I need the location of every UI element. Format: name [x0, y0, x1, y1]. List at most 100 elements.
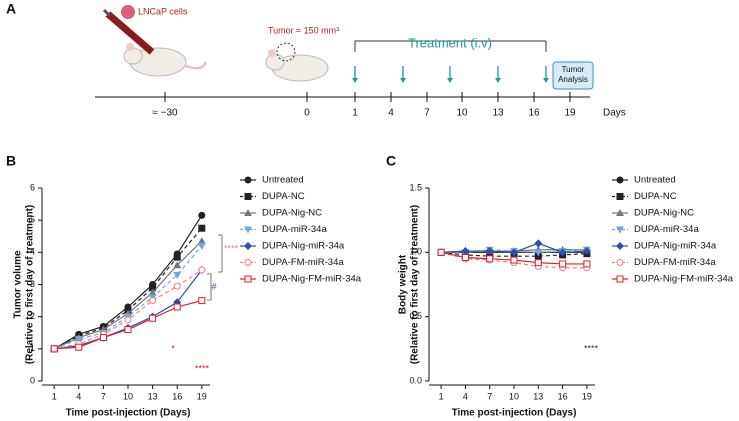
marker	[510, 256, 518, 264]
marker	[510, 248, 518, 257]
legend-marker	[244, 193, 252, 200]
timeline-label: 10	[456, 108, 468, 119]
marker	[198, 211, 206, 219]
series	[50, 297, 206, 353]
cells-label: LNCaP cells	[138, 6, 188, 16]
marker	[461, 247, 470, 256]
treatment-label: Treatment (i.v)	[408, 35, 492, 50]
x-tick-label: 10	[509, 391, 519, 401]
x-tick-label: 10	[123, 391, 133, 401]
marker	[582, 247, 591, 256]
arrow	[447, 78, 453, 83]
x-tick-label: 7	[487, 391, 492, 401]
annotation: *	[171, 343, 175, 353]
marker	[534, 259, 542, 267]
x-tick-label: 4	[463, 391, 468, 401]
marker	[583, 260, 591, 268]
legend-label: DUPA-miR-34a	[262, 224, 327, 235]
arrow	[543, 78, 549, 83]
marker	[198, 297, 206, 305]
x-tick-label: 19	[197, 391, 207, 401]
y-tick-label: 0.5	[409, 311, 422, 321]
x-tick-label: 1	[439, 391, 444, 401]
legend-label: DUPA-Nig-FM-miR-34a	[634, 274, 734, 285]
marker	[149, 314, 157, 322]
legend-label: DUPA-Nig-NC	[634, 208, 694, 219]
x-tick-label: 13	[533, 391, 543, 401]
x-tick-label: 19	[582, 391, 592, 401]
marker	[558, 248, 567, 257]
marker	[99, 334, 107, 342]
legend-marker	[616, 275, 624, 283]
marker	[197, 237, 206, 245]
marker	[74, 336, 83, 344]
legend-marker	[244, 242, 252, 250]
legend-marker	[244, 209, 252, 216]
marker	[534, 239, 543, 248]
bracket	[218, 234, 223, 273]
marker	[486, 255, 494, 263]
legend-label: DUPA-NC	[634, 191, 677, 202]
legend-marker	[616, 259, 624, 266]
x-axis-title: Time post-injection (Days)	[66, 408, 191, 419]
marker	[173, 271, 182, 279]
y-tick-label: 1.5	[409, 182, 422, 192]
y-tick-label: 1.0	[409, 247, 422, 257]
marker	[461, 253, 469, 261]
timeline-label: 13	[492, 108, 504, 119]
y-axis-title: (Relative to first day of treatment)	[410, 205, 421, 364]
analysis-box	[552, 61, 594, 90]
legend-label: Untreated	[634, 175, 676, 186]
legend-label: DUPA-NC	[262, 191, 305, 202]
x-axis-title: Time post-injection (Days)	[452, 408, 577, 419]
tumor-label: Tumor ≈ 150 mm³	[268, 25, 339, 35]
marker	[437, 248, 445, 256]
y-axis-title: Body weight	[398, 254, 409, 314]
marker	[198, 224, 206, 232]
x-tick-label: 13	[148, 391, 158, 401]
x-tick-label: 16	[558, 391, 568, 401]
legend-marker	[244, 176, 252, 184]
y-tick-label: 5	[30, 215, 35, 225]
legend-label: DUPA-FM-miR-34a	[634, 257, 716, 268]
marker	[197, 242, 206, 250]
legend-marker	[244, 226, 252, 234]
panel-label: A	[6, 1, 16, 17]
y-tick-label: 0.0	[409, 375, 422, 385]
annotation: ****	[584, 343, 599, 353]
annotation: ****	[224, 243, 239, 253]
marker	[75, 343, 83, 351]
marker	[173, 253, 181, 261]
marker	[173, 261, 182, 269]
legend-marker	[616, 209, 624, 216]
mouse-icon	[265, 42, 329, 82]
timeline-label: 7	[424, 108, 430, 119]
arrow	[352, 78, 358, 83]
legend-label: DUPA-FM-miR-34a	[262, 257, 344, 268]
legend-label: DUPA-Nig-NC	[262, 208, 322, 219]
legend-label: DUPA-Nig-FM-miR-34a	[262, 274, 362, 285]
legend-label: Untreated	[262, 175, 304, 186]
arrow	[495, 78, 501, 83]
marker	[149, 297, 157, 305]
bracket	[207, 273, 212, 301]
x-tick-label: 16	[172, 391, 182, 401]
timeline-label: 16	[528, 108, 540, 119]
legend-label: DUPA-Nig-miR-34a	[634, 241, 717, 252]
timeline-label: 0	[304, 108, 310, 119]
marker	[534, 249, 543, 257]
y-tick-label: 1	[30, 343, 35, 353]
marker	[173, 282, 181, 290]
timeline-unit: Days	[603, 108, 626, 119]
panel-label: C	[386, 153, 396, 169]
marker	[148, 288, 157, 296]
legend-marker	[616, 226, 624, 234]
annotation: #	[211, 281, 216, 291]
annotation: ****	[195, 363, 210, 373]
y-axis-title: Tumor volume	[13, 250, 24, 319]
legend-marker	[616, 242, 624, 250]
timeline-label: ≈ −30	[152, 108, 178, 119]
x-tick-label: 1	[52, 391, 57, 401]
y-tick-label: 6	[30, 182, 35, 192]
